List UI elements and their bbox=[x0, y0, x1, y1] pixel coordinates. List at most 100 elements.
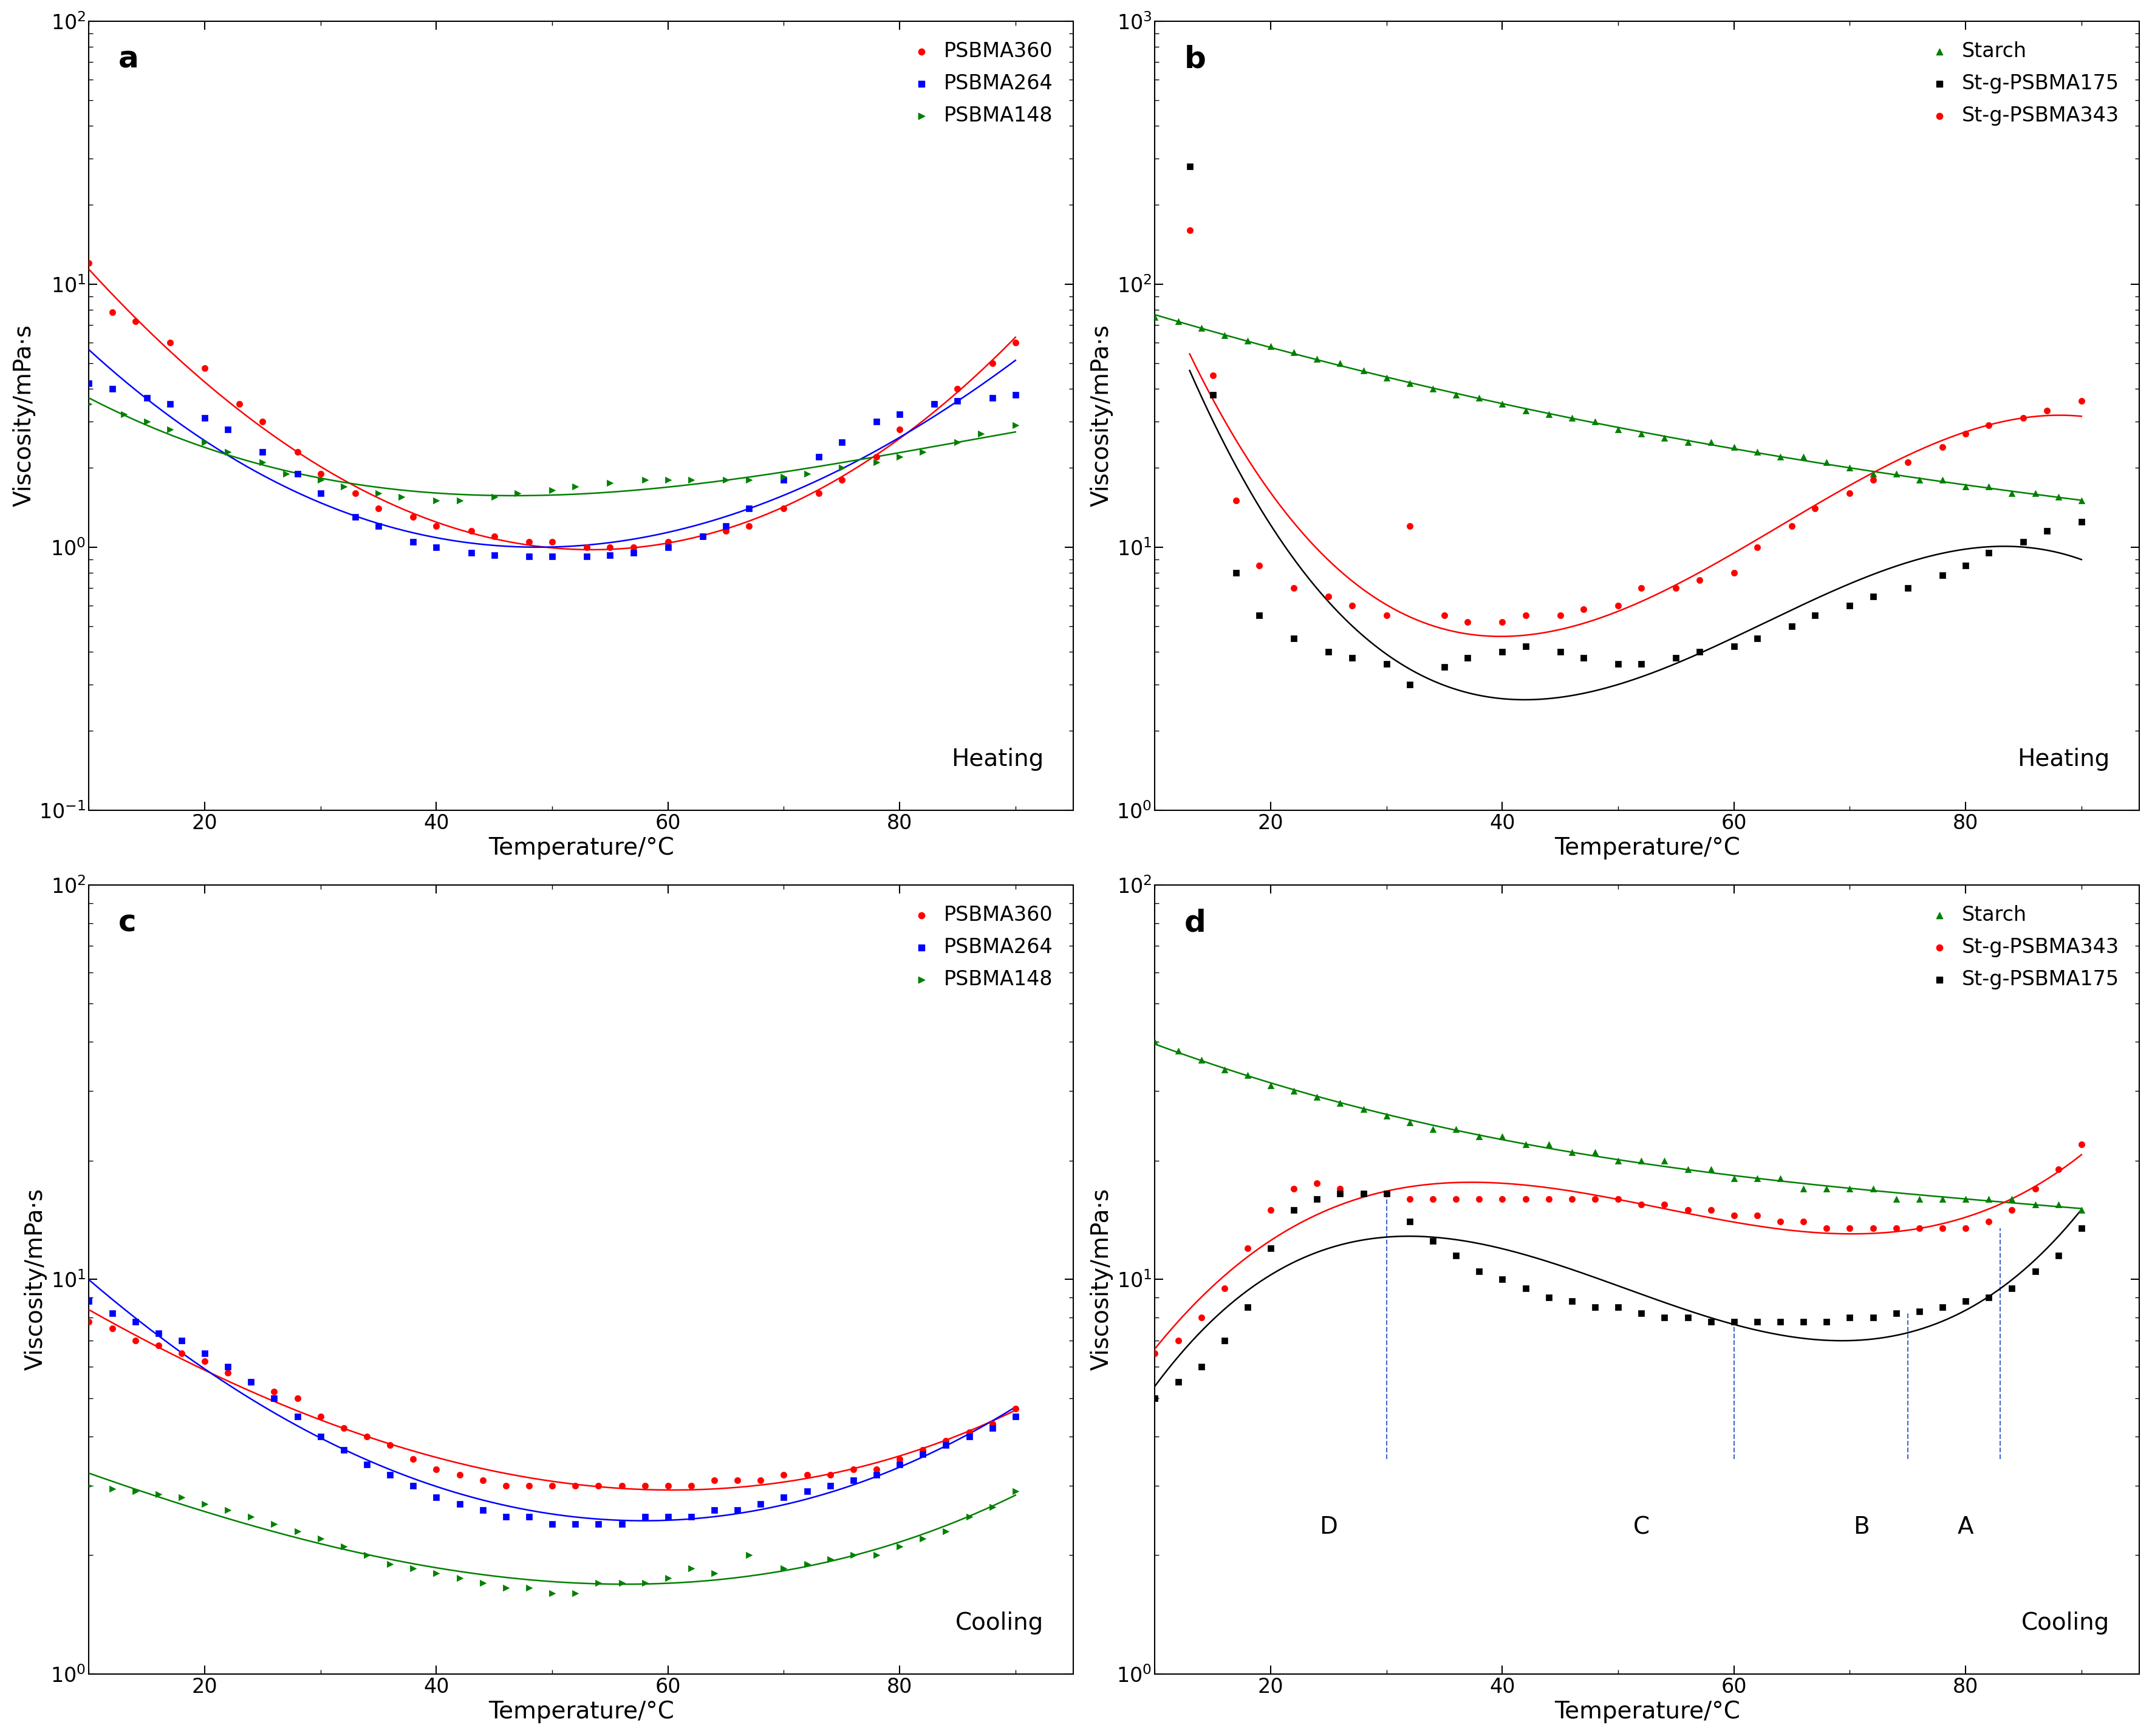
Point bbox=[1762, 1165, 1797, 1193]
Point bbox=[1392, 512, 1427, 540]
Point bbox=[1173, 153, 1207, 181]
Point bbox=[222, 391, 256, 418]
Point bbox=[999, 1477, 1033, 1505]
Point bbox=[327, 472, 362, 500]
Point bbox=[766, 464, 801, 491]
Point bbox=[396, 1555, 430, 1583]
Point bbox=[2040, 483, 2075, 510]
Point bbox=[118, 307, 153, 335]
Point bbox=[1879, 460, 1913, 488]
Point bbox=[1276, 339, 1311, 366]
Point bbox=[1971, 411, 2006, 439]
Text: Heating: Heating bbox=[951, 748, 1044, 771]
Point bbox=[1160, 307, 1194, 335]
Point bbox=[1461, 1257, 1496, 1285]
Point bbox=[1485, 391, 1519, 418]
Point bbox=[118, 1477, 153, 1505]
Point bbox=[1834, 479, 1868, 507]
Point bbox=[1416, 1116, 1450, 1144]
Point bbox=[95, 299, 129, 326]
Point bbox=[1300, 345, 1334, 373]
Point bbox=[940, 375, 975, 403]
Point bbox=[211, 437, 245, 465]
Point bbox=[280, 1403, 314, 1430]
Point bbox=[512, 543, 547, 571]
Point bbox=[362, 479, 396, 507]
Point bbox=[1416, 1186, 1450, 1213]
Point bbox=[327, 1436, 362, 1463]
Point bbox=[1971, 1186, 2006, 1213]
Point bbox=[512, 528, 547, 556]
Point bbox=[1440, 1241, 1474, 1269]
Point bbox=[1509, 1274, 1543, 1302]
Point bbox=[1948, 472, 1982, 500]
Point bbox=[1948, 552, 1982, 580]
Point bbox=[557, 1510, 592, 1538]
Point bbox=[1416, 375, 1450, 403]
Point bbox=[708, 517, 742, 545]
Point bbox=[1902, 1186, 1937, 1213]
Point bbox=[940, 429, 975, 457]
Point bbox=[1926, 1213, 1960, 1241]
Point bbox=[570, 533, 605, 561]
Point bbox=[1717, 1165, 1752, 1193]
Point bbox=[906, 1436, 940, 1463]
Point bbox=[1532, 1130, 1567, 1158]
Point bbox=[1670, 1156, 1704, 1184]
Point bbox=[581, 1510, 615, 1538]
Point bbox=[859, 443, 893, 470]
Point bbox=[164, 1326, 198, 1354]
Point bbox=[1276, 625, 1311, 653]
Point bbox=[1741, 1201, 1775, 1229]
Point bbox=[338, 479, 372, 507]
Point bbox=[396, 528, 430, 556]
Point bbox=[1855, 582, 1889, 609]
Point bbox=[187, 1347, 222, 1375]
Text: Cooling: Cooling bbox=[2021, 1611, 2109, 1634]
Point bbox=[1855, 1175, 1889, 1203]
Point bbox=[71, 370, 105, 398]
Point bbox=[499, 479, 534, 507]
Point bbox=[129, 408, 164, 436]
Point bbox=[1207, 1274, 1242, 1302]
Point bbox=[1926, 562, 1960, 590]
Point bbox=[882, 443, 917, 470]
Text: D: D bbox=[1319, 1516, 1339, 1538]
Point bbox=[732, 465, 766, 493]
Point bbox=[1461, 1123, 1496, 1151]
Point bbox=[1160, 1326, 1194, 1354]
Point bbox=[732, 512, 766, 540]
Point bbox=[420, 1455, 454, 1483]
Point bbox=[420, 1559, 454, 1587]
Point bbox=[1810, 1307, 1844, 1335]
Point bbox=[71, 1307, 105, 1335]
Point bbox=[2029, 398, 2064, 425]
Point bbox=[2040, 1156, 2075, 1184]
Point bbox=[1717, 1201, 1752, 1229]
Point bbox=[628, 1569, 663, 1597]
Point bbox=[999, 380, 1033, 408]
Point bbox=[1834, 1304, 1868, 1332]
Point bbox=[742, 1489, 777, 1517]
Point bbox=[1625, 1191, 1659, 1219]
Point bbox=[824, 455, 859, 483]
Point bbox=[187, 1338, 222, 1366]
Point bbox=[592, 542, 626, 569]
Point bbox=[742, 1467, 777, 1495]
Point bbox=[1855, 1213, 1889, 1241]
Point bbox=[1207, 1055, 1242, 1083]
Point bbox=[2019, 1257, 2053, 1285]
Point bbox=[303, 479, 338, 507]
Point bbox=[1207, 1326, 1242, 1354]
Point bbox=[1485, 608, 1519, 635]
Point bbox=[1855, 460, 1889, 488]
Point bbox=[1577, 1293, 1612, 1321]
Point bbox=[1577, 408, 1612, 436]
Point bbox=[1160, 1368, 1194, 1396]
Point bbox=[1276, 1196, 1311, 1224]
Point bbox=[605, 1569, 639, 1597]
Point bbox=[465, 1467, 499, 1495]
Point bbox=[1879, 1213, 1913, 1241]
Point bbox=[1440, 1116, 1474, 1144]
Point bbox=[837, 1542, 872, 1569]
